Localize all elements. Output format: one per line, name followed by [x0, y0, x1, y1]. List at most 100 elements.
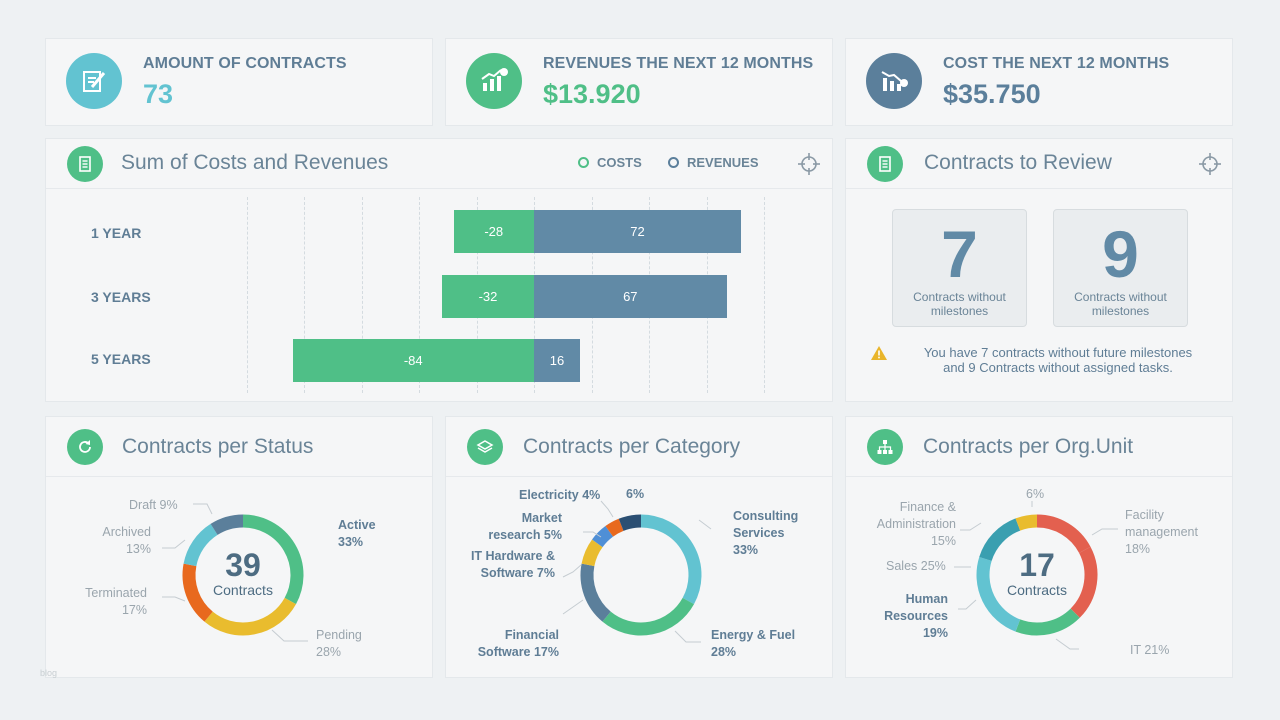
label-energy: Energy & Fuel 28%	[711, 628, 796, 659]
donut-segment[interactable]	[581, 539, 603, 567]
kpi-card-revenues: REVENUES THE NEXT 12 MONTHS $13.920	[445, 38, 833, 126]
row-label-1-year: 1 YEAR	[91, 225, 142, 241]
legend-costs-label: COSTS	[597, 155, 642, 170]
donut-segment[interactable]	[182, 563, 213, 622]
contracts-review-panel: Contracts to Review 7 Contracts without m…	[845, 138, 1233, 402]
donut-segment[interactable]	[1036, 514, 1091, 554]
refresh-icon	[67, 429, 103, 465]
cost-bar-3-years[interactable]: -32	[442, 275, 534, 318]
label-pending: Pending 28%	[316, 628, 362, 659]
label-active: Active 33%	[338, 518, 376, 549]
orgunit-total: 17	[1019, 547, 1055, 583]
revenue-bar-5-years[interactable]: 16	[534, 339, 580, 382]
status-donut[interactable]	[46, 417, 434, 679]
label-human-resources: Human Resources 19%	[884, 592, 948, 640]
donut-segment[interactable]	[605, 518, 624, 537]
label-financial-software: Financial Software 17%	[477, 628, 559, 659]
kpi-card-costs: COST THE NEXT 12 MONTHS $35.750	[845, 38, 1233, 126]
legend-revenues[interactable]: REVENUES	[668, 155, 759, 170]
label-it: IT 21%	[1130, 643, 1170, 657]
label-electricity: Electricity 4%	[519, 488, 601, 502]
gridline	[304, 197, 305, 393]
review-count: 7	[941, 217, 978, 291]
gridline	[419, 197, 420, 393]
orgunit-panel: Contracts per Org.Unit 17 Contracts Fina…	[845, 416, 1233, 678]
warning-icon	[871, 346, 887, 360]
decline-chart-icon	[866, 53, 922, 109]
revenue-bar-1-year[interactable]: 72	[534, 210, 741, 253]
label-six-percent: 6%	[1026, 487, 1045, 501]
label-it-hardware: IT Hardware & Software 7%	[470, 549, 555, 580]
legend-costs-marker	[578, 157, 589, 168]
review-caption: Contracts without milestones	[913, 290, 1006, 318]
review-caption: Contracts without milestones	[1074, 290, 1167, 318]
panel-header: Contracts per Category	[446, 417, 832, 477]
gridline	[764, 197, 765, 393]
gridline	[362, 197, 363, 393]
legend-costs[interactable]: COSTS	[578, 155, 642, 170]
review-box-milestones[interactable]: 7 Contracts without milestones	[892, 209, 1027, 327]
cost-bar-1-year[interactable]: -28	[453, 210, 534, 253]
donut-segment[interactable]	[602, 597, 695, 636]
growth-chart-icon	[466, 53, 522, 109]
label-six-percent: 6%	[626, 487, 645, 501]
panel-title: Contracts per Org.Unit	[923, 435, 1134, 458]
label-market-research: Market research 5%	[488, 511, 562, 542]
donut-segment[interactable]	[640, 514, 702, 605]
gridline	[247, 197, 248, 393]
donut-segment[interactable]	[976, 557, 1021, 632]
kpi-value: $13.920	[543, 79, 641, 109]
document-icon	[867, 146, 903, 182]
donut-segment[interactable]	[1070, 546, 1098, 618]
warning-text: You have 7 contracts without future mile…	[923, 345, 1193, 375]
layers-icon	[467, 429, 503, 465]
row-label-3-years: 3 YEARS	[91, 289, 151, 305]
donut-segment[interactable]	[592, 526, 614, 548]
kpi-value: 73	[143, 79, 174, 109]
legend-revenues-label: REVENUES	[687, 155, 759, 170]
label-terminated: Terminated 17%	[85, 586, 147, 617]
panel-header: Sum of Costs and Revenues COSTS REVENUES	[46, 139, 832, 189]
category-panel: Contracts per Category Electricity 4% 6%…	[445, 416, 833, 678]
panel-header: Contracts per Status	[46, 417, 432, 477]
donut-segment[interactable]	[210, 514, 244, 536]
edit-document-icon	[66, 53, 122, 109]
panel-header: Contracts per Org.Unit	[846, 417, 1232, 477]
donut-segment[interactable]	[183, 523, 218, 567]
crosshair-icon[interactable]	[797, 152, 821, 176]
donut-segment[interactable]	[242, 514, 304, 605]
label-sales: Sales 25%	[886, 559, 946, 573]
status-total: 39	[225, 547, 261, 583]
panel-title: Contracts to Review	[924, 151, 1112, 174]
label-facility-management: Facility management 18%	[1125, 508, 1198, 556]
kpi-title: REVENUES THE NEXT 12 MONTHS	[543, 55, 814, 72]
status-total-caption: Contracts	[213, 582, 273, 598]
orgunit-donut[interactable]	[846, 417, 1234, 679]
label-archived: Archived 13%	[102, 525, 151, 556]
orgunit-total-caption: Contracts	[1007, 582, 1067, 598]
panel-title: Sum of Costs and Revenues	[121, 151, 389, 174]
category-donut[interactable]	[446, 417, 834, 679]
costs-revenues-panel: Sum of Costs and Revenues COSTS REVENUES…	[45, 138, 833, 402]
footnote-text: blog	[40, 668, 58, 678]
revenue-bar-3-years[interactable]: 67	[534, 275, 727, 318]
donut-segment[interactable]	[979, 518, 1021, 562]
document-icon	[67, 146, 103, 182]
crosshair-icon[interactable]	[1198, 152, 1222, 176]
panel-title: Contracts per Category	[523, 435, 741, 458]
row-label-5-years: 5 YEARS	[91, 351, 151, 367]
donut-segment[interactable]	[204, 597, 297, 636]
cost-bar-5-years[interactable]: -84	[292, 339, 534, 382]
kpi-value: $35.750	[943, 79, 1041, 109]
donut-segment[interactable]	[618, 514, 642, 531]
label-draft: Draft 9%	[129, 498, 178, 512]
review-box-tasks[interactable]: 9 Contracts without milestones	[1053, 209, 1188, 327]
donut-segment[interactable]	[580, 563, 611, 622]
kpi-title: COST THE NEXT 12 MONTHS	[943, 55, 1170, 72]
donut-segment[interactable]	[1015, 514, 1038, 531]
panel-header: Contracts to Review	[846, 139, 1232, 189]
org-chart-icon	[867, 429, 903, 465]
donut-segment[interactable]	[1015, 608, 1080, 636]
review-count: 9	[1102, 217, 1139, 291]
legend-revenues-marker	[668, 157, 679, 168]
